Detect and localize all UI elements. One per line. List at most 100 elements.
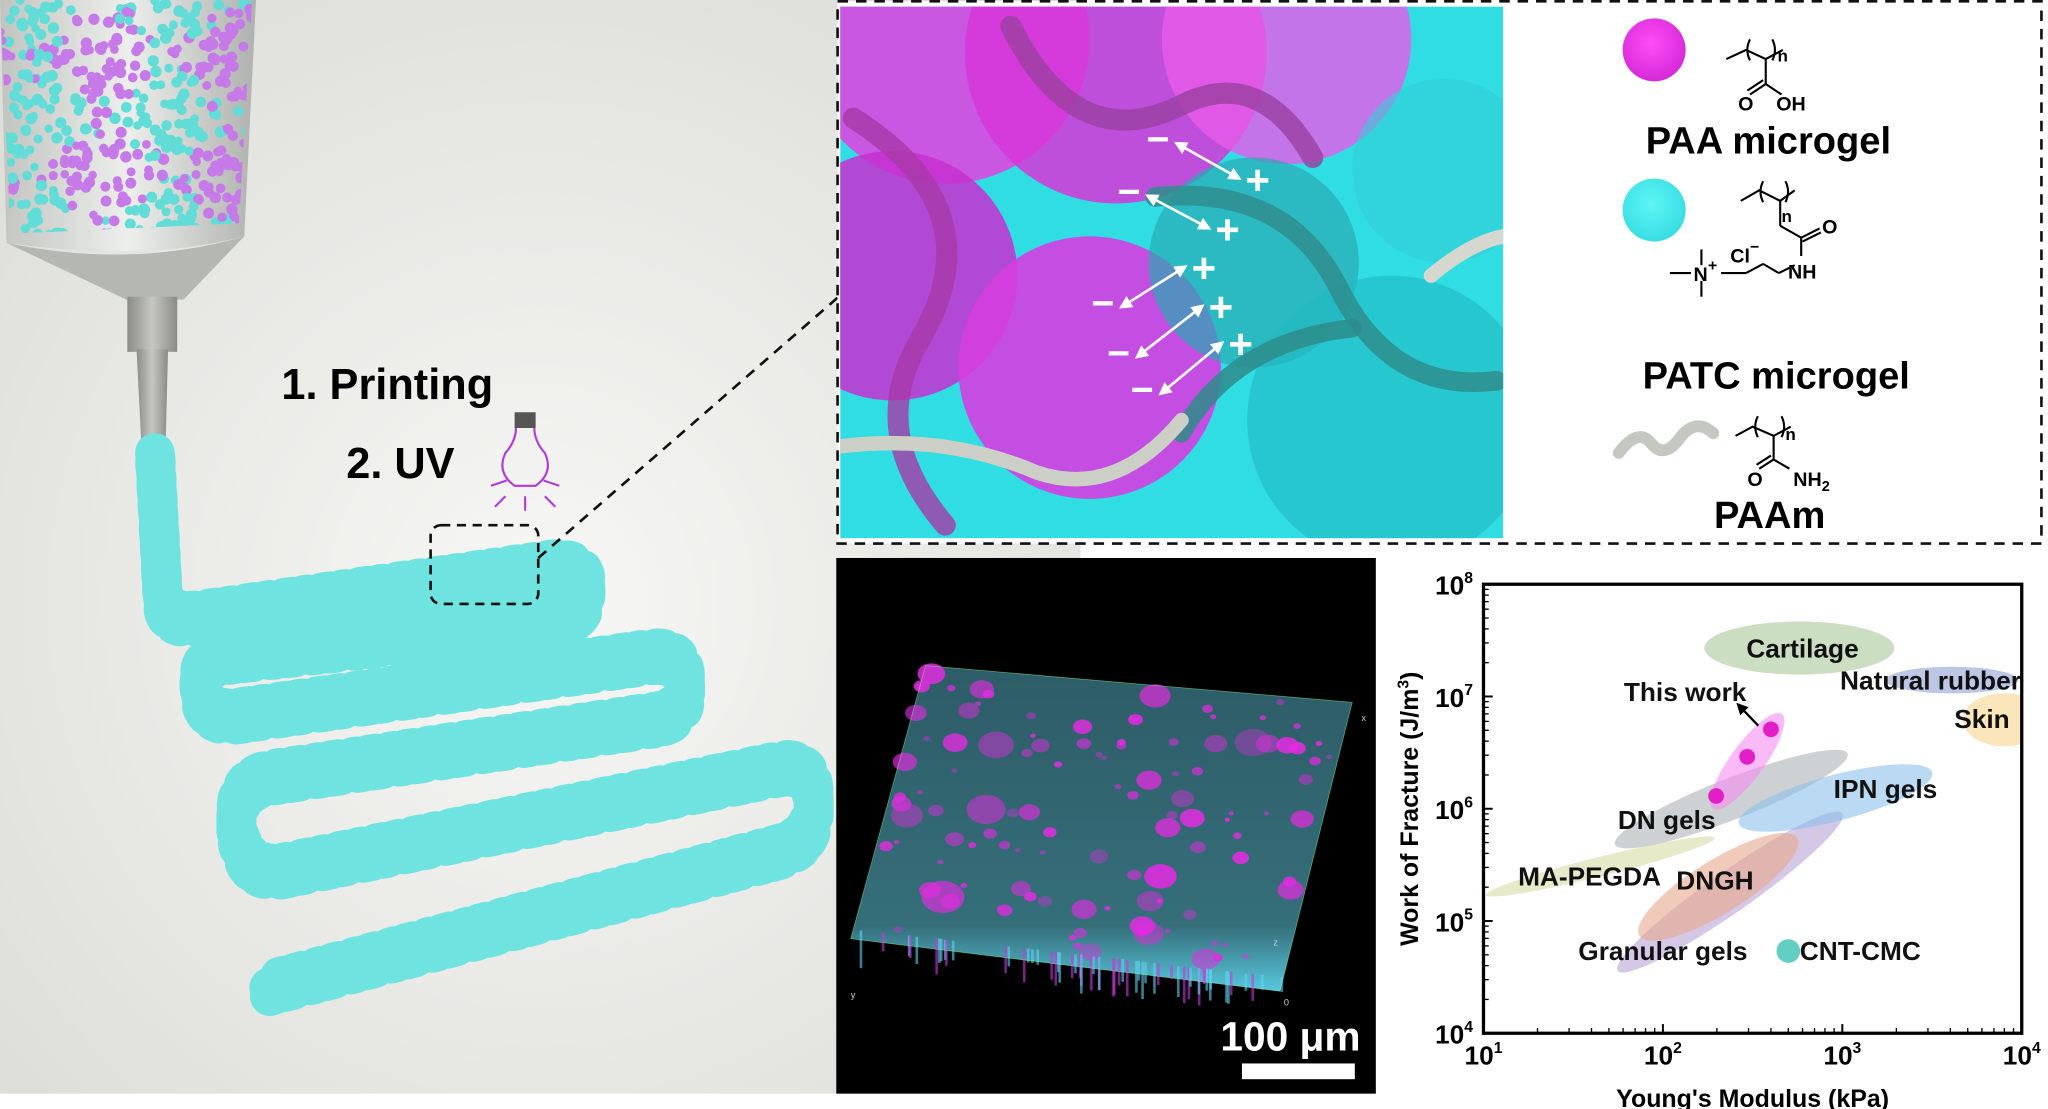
legend: n O OH PAA microgel n O NH Cl − N + PATC… [1612, 18, 1910, 537]
paam-o-label: O [1747, 469, 1762, 491]
region-natural-rubber [1885, 666, 2019, 694]
microgel-bead [141, 205, 151, 215]
microgel-bead [126, 167, 136, 177]
region-skin [1962, 693, 2022, 747]
zoom-region-box [429, 523, 540, 606]
paam-n-label: n [1785, 425, 1795, 444]
patc-cl-charge: − [1750, 239, 1759, 256]
microgel-bead [101, 216, 110, 225]
microgel-bead [100, 106, 113, 119]
microgel-bead [113, 181, 124, 192]
fluorescent-microgel [1276, 699, 1285, 706]
fluorescent-microgel [1039, 850, 1046, 855]
microgel-bead [188, 201, 199, 212]
fluorescent-microgel [1309, 756, 1321, 766]
edge-streak [1177, 966, 1180, 997]
y-tick-label: 107 [1435, 682, 1473, 713]
microgel-bead [60, 169, 70, 179]
label-this-work: This work [1624, 677, 1747, 707]
syringe-icon [0, 0, 256, 453]
microgel-bead [220, 77, 231, 89]
microgel-bead [115, 126, 127, 138]
label-natural-rubber: Natural rubber [1840, 665, 2021, 695]
microgel-bead [212, 110, 222, 120]
microgel-bead [156, 169, 168, 181]
fluorescent-microgel [1089, 849, 1109, 864]
microgel-bead [30, 162, 39, 172]
negative-charge: − [1131, 368, 1154, 412]
fluorescent-microgel [951, 768, 958, 773]
edge-streak [1187, 967, 1191, 1000]
y-axis-label: Work of Fracture (J/m3) [1396, 672, 1424, 946]
microgel-bead [45, 104, 56, 114]
microgel-bead [186, 27, 198, 39]
microgel-bead [238, 41, 249, 52]
fluorescent-microgel [1127, 790, 1139, 800]
microgel-bead [157, 23, 169, 35]
edge-streak [1004, 946, 1007, 973]
microgel-bead [215, 164, 224, 174]
microgel-bead [115, 68, 126, 78]
microgel-bead [116, 58, 127, 69]
y-tick-label: 108 [1435, 570, 1473, 601]
this-work-arrow [1736, 702, 1760, 727]
region-ma-pegda [1485, 836, 1715, 897]
edge-streak [1141, 961, 1144, 1000]
fluorescent-microgel [1209, 714, 1217, 720]
fluorescent-microgel [960, 882, 968, 888]
charge-pairs: −−−−−+++++ [1091, 117, 1270, 412]
microgel-bead [167, 47, 177, 56]
fluorescent-microgel [1233, 832, 1242, 839]
microgel-bead [222, 192, 233, 203]
microgel-bead [149, 150, 161, 161]
label-skin: Skin [1954, 704, 2009, 734]
microgel-bead [133, 41, 145, 53]
microgel-bead [26, 210, 38, 222]
edge-streak [1170, 964, 1173, 979]
ashby-chart: 101 102 103 104 104 105 106 107 108 Granular gel… [1396, 570, 2041, 1109]
point-this-work [1763, 721, 1779, 738]
microgel-bead [178, 88, 190, 100]
microgel-bead [154, 199, 166, 210]
y-tick-label: 104 [1435, 1019, 1473, 1050]
fluorescent-microgel [892, 752, 918, 772]
microgel-bead [25, 51, 35, 61]
label-ipn-gels: IPN gels [1834, 774, 1938, 804]
edge-streak [1261, 974, 1264, 990]
microgel-bead [49, 94, 60, 105]
point-this-work [1708, 788, 1725, 804]
fluorescent-microgel [919, 882, 941, 899]
edge-streak [1244, 973, 1248, 991]
microgel-bead [75, 161, 85, 171]
x-axis-label: Young's Modulus (kPa) [1616, 1085, 1889, 1109]
label-ma-pegda: MA-PEGDA [1518, 862, 1661, 892]
fluorescent-microgel [1114, 784, 1122, 790]
patc-o-label: O [1822, 217, 1837, 239]
microgel-bead [213, 147, 223, 157]
edge-streak [938, 938, 941, 963]
fluorescent-microgel [1221, 942, 1229, 948]
positive-charge: + [1192, 244, 1217, 291]
fluorescent-microgel [879, 841, 893, 852]
microgel-bead [202, 81, 212, 90]
edge-streak [859, 930, 863, 969]
fluorescent-microgel [1073, 927, 1087, 938]
microgel-bead [215, 183, 226, 194]
paa-microgel-swatch [1622, 18, 1686, 82]
microgel-bead [33, 48, 45, 60]
microgel-bead [29, 112, 39, 121]
microgel-bead [100, 181, 111, 192]
fluorescent-microgel [928, 804, 944, 817]
attraction-arrow [1134, 304, 1205, 359]
microgel-bead [108, 215, 120, 227]
fluorescent-microgel [1076, 738, 1092, 749]
microgel-bead [246, 13, 253, 22]
fluorescent-microgel [996, 904, 1013, 917]
microgel-bead [232, 105, 244, 117]
microgel-bead [191, 169, 201, 180]
patc-n-charge: + [1708, 257, 1717, 274]
microgel-bead [169, 20, 178, 30]
microgel-bead [157, 153, 170, 165]
microgel-bead [24, 4, 33, 14]
microgel-bead [127, 72, 138, 83]
